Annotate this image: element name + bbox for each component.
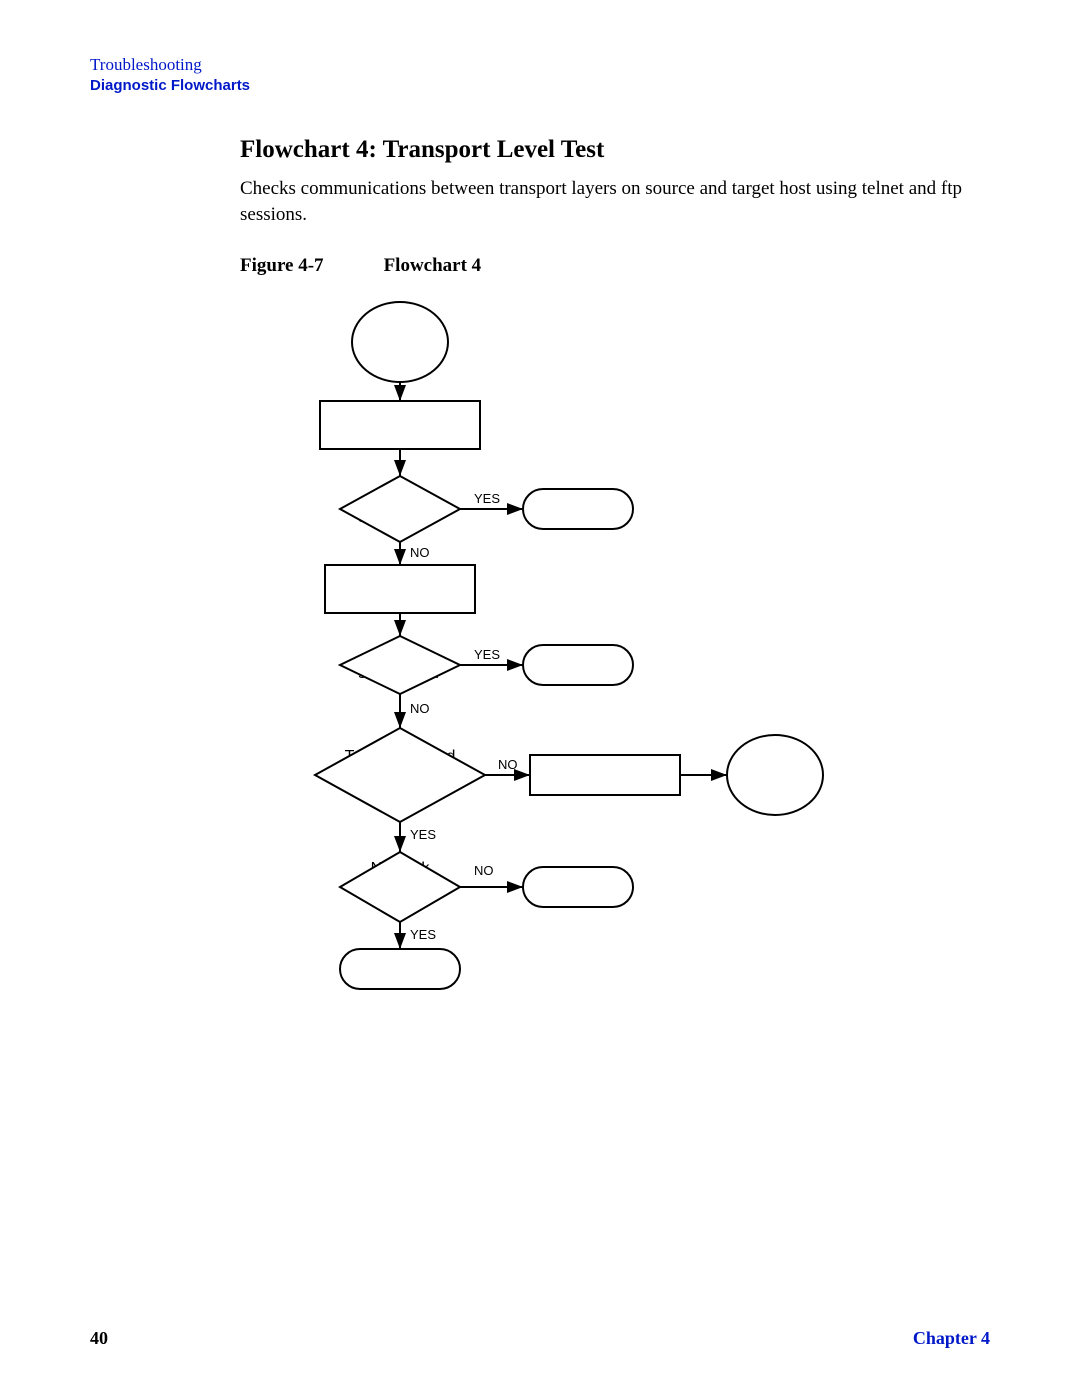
page-number: 40 — [90, 1328, 108, 1349]
flowchart-container: YESNOYESNONOYESNOYESTransport Level Test… — [240, 297, 890, 1017]
page-footer: 40 Chapter 4 — [90, 1328, 990, 1349]
chapter-label: Chapter 4 — [913, 1328, 990, 1349]
breadcrumb-subsection: Diagnostic Flowcharts — [90, 77, 990, 94]
page-description: Checks communications between transport … — [240, 176, 970, 227]
breadcrumb-section: Troubleshooting — [90, 55, 990, 75]
figure-title: Flowchart 4 — [384, 255, 482, 276]
figure-caption: Figure 4-7 Flowchart 4 — [240, 255, 990, 277]
page-title: Flowchart 4: Transport Level Test — [240, 136, 990, 164]
figure-label: Figure 4-7 — [240, 255, 324, 276]
